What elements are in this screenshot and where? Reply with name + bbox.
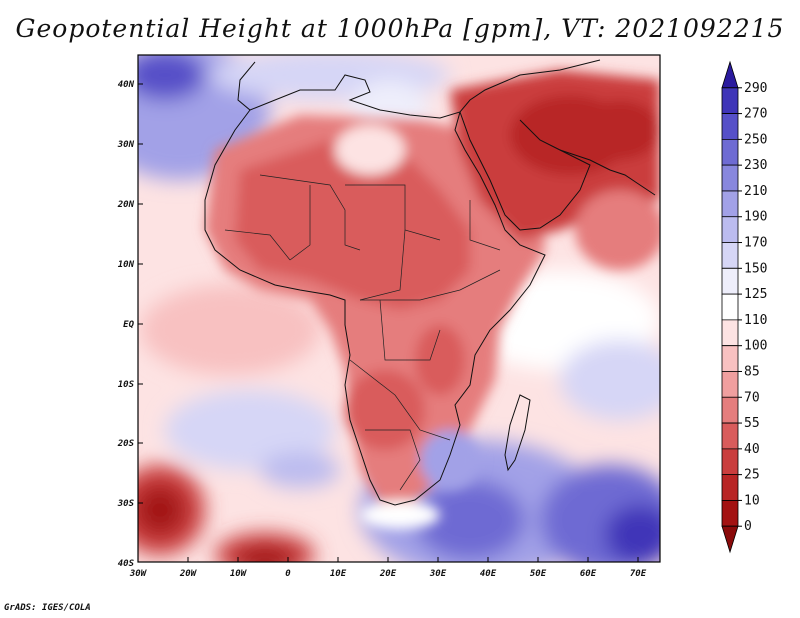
map-title: Geopotential Height at 1000hPa [gpm], VT… bbox=[15, 14, 785, 43]
lon-tick: 20E bbox=[379, 569, 397, 579]
colorbar-label: 10 bbox=[744, 493, 760, 508]
colorbar-swatch bbox=[721, 60, 739, 89]
colorbar-swatch bbox=[721, 267, 739, 295]
colorbar-swatch bbox=[721, 448, 739, 476]
colorbar-label: 110 bbox=[744, 313, 767, 328]
colorbar-label: 290 bbox=[744, 81, 767, 96]
colorbar-swatch bbox=[721, 242, 739, 269]
lon-tick: 60E bbox=[580, 569, 597, 579]
colorbar-swatch bbox=[721, 474, 739, 501]
colorbar-swatch bbox=[721, 319, 739, 347]
lat-tick: 40S bbox=[118, 559, 135, 569]
colorbar-swatch bbox=[721, 164, 739, 192]
colorbar-swatch bbox=[721, 190, 739, 218]
lat-tick: 30N bbox=[117, 140, 135, 150]
colorbar-label: 0 bbox=[744, 519, 752, 534]
colorbar-swatch bbox=[721, 422, 739, 450]
geopotential-field bbox=[138, 55, 660, 562]
lat-tick: 20S bbox=[117, 439, 135, 449]
colorbar-label: 190 bbox=[744, 210, 767, 225]
colorbar-label: 230 bbox=[744, 158, 767, 173]
lon-tick: 20W bbox=[179, 569, 198, 579]
lat-tick: 10N bbox=[118, 260, 135, 270]
colorbar-swatch bbox=[721, 293, 739, 321]
lat-tick: EQ bbox=[123, 320, 134, 330]
colorbar-label: 25 bbox=[744, 468, 760, 483]
colorbar-label: 40 bbox=[744, 442, 760, 457]
colorbar-label: 210 bbox=[744, 184, 767, 199]
colorbar-label: 55 bbox=[744, 416, 760, 431]
colorbar-swatch bbox=[721, 345, 739, 372]
colorbar-label: 150 bbox=[744, 261, 767, 276]
colorbar-label: 125 bbox=[744, 287, 767, 302]
lat-tick: 20N bbox=[117, 200, 135, 210]
country-borders bbox=[224, 174, 501, 491]
map-frame bbox=[137, 54, 661, 563]
colorbar-swatch bbox=[721, 500, 739, 527]
colorbar-swatch bbox=[721, 87, 739, 114]
colorbar-label: 100 bbox=[744, 339, 767, 354]
colorbar-swatch bbox=[721, 371, 739, 398]
colorbar-label: 170 bbox=[744, 236, 767, 251]
grads-credit: GrADS: IGES/COLA bbox=[4, 603, 91, 613]
colorbar-label: 85 bbox=[744, 364, 760, 379]
colorbar-label: 70 bbox=[744, 390, 760, 405]
lon-axis: 30W 20W 10W 0 10E 20E 30E 40E 50E 60E 70… bbox=[129, 557, 647, 579]
colorbar-label: 270 bbox=[744, 107, 767, 122]
colorbar-swatch bbox=[721, 113, 739, 140]
lat-axis: 40N 30N 20N 10N EQ 10S 20S 30S 40S bbox=[117, 80, 143, 569]
colorbar-swatch bbox=[721, 138, 739, 166]
colorbar-label: 250 bbox=[744, 132, 767, 147]
colorbar-swatch bbox=[721, 396, 739, 424]
colorbar-swatch bbox=[721, 525, 739, 554]
lat-tick: 30S bbox=[117, 499, 135, 509]
colorbar-swatch bbox=[721, 216, 739, 243]
lon-tick: 70E bbox=[630, 569, 647, 579]
lat-tick: 10S bbox=[118, 380, 135, 390]
lon-tick: 10E bbox=[330, 569, 347, 579]
lon-tick: 50E bbox=[530, 569, 547, 579]
lon-tick: 30E bbox=[429, 569, 447, 579]
lon-tick: 40E bbox=[480, 569, 497, 579]
lon-tick: 30W bbox=[129, 569, 148, 579]
colorbar: 2902702502302101901701501251101008570554… bbox=[721, 60, 767, 554]
coastlines bbox=[204, 59, 656, 506]
lon-tick: 0 bbox=[285, 569, 291, 579]
lat-tick: 40N bbox=[118, 80, 135, 90]
lon-tick: 10W bbox=[230, 569, 248, 579]
